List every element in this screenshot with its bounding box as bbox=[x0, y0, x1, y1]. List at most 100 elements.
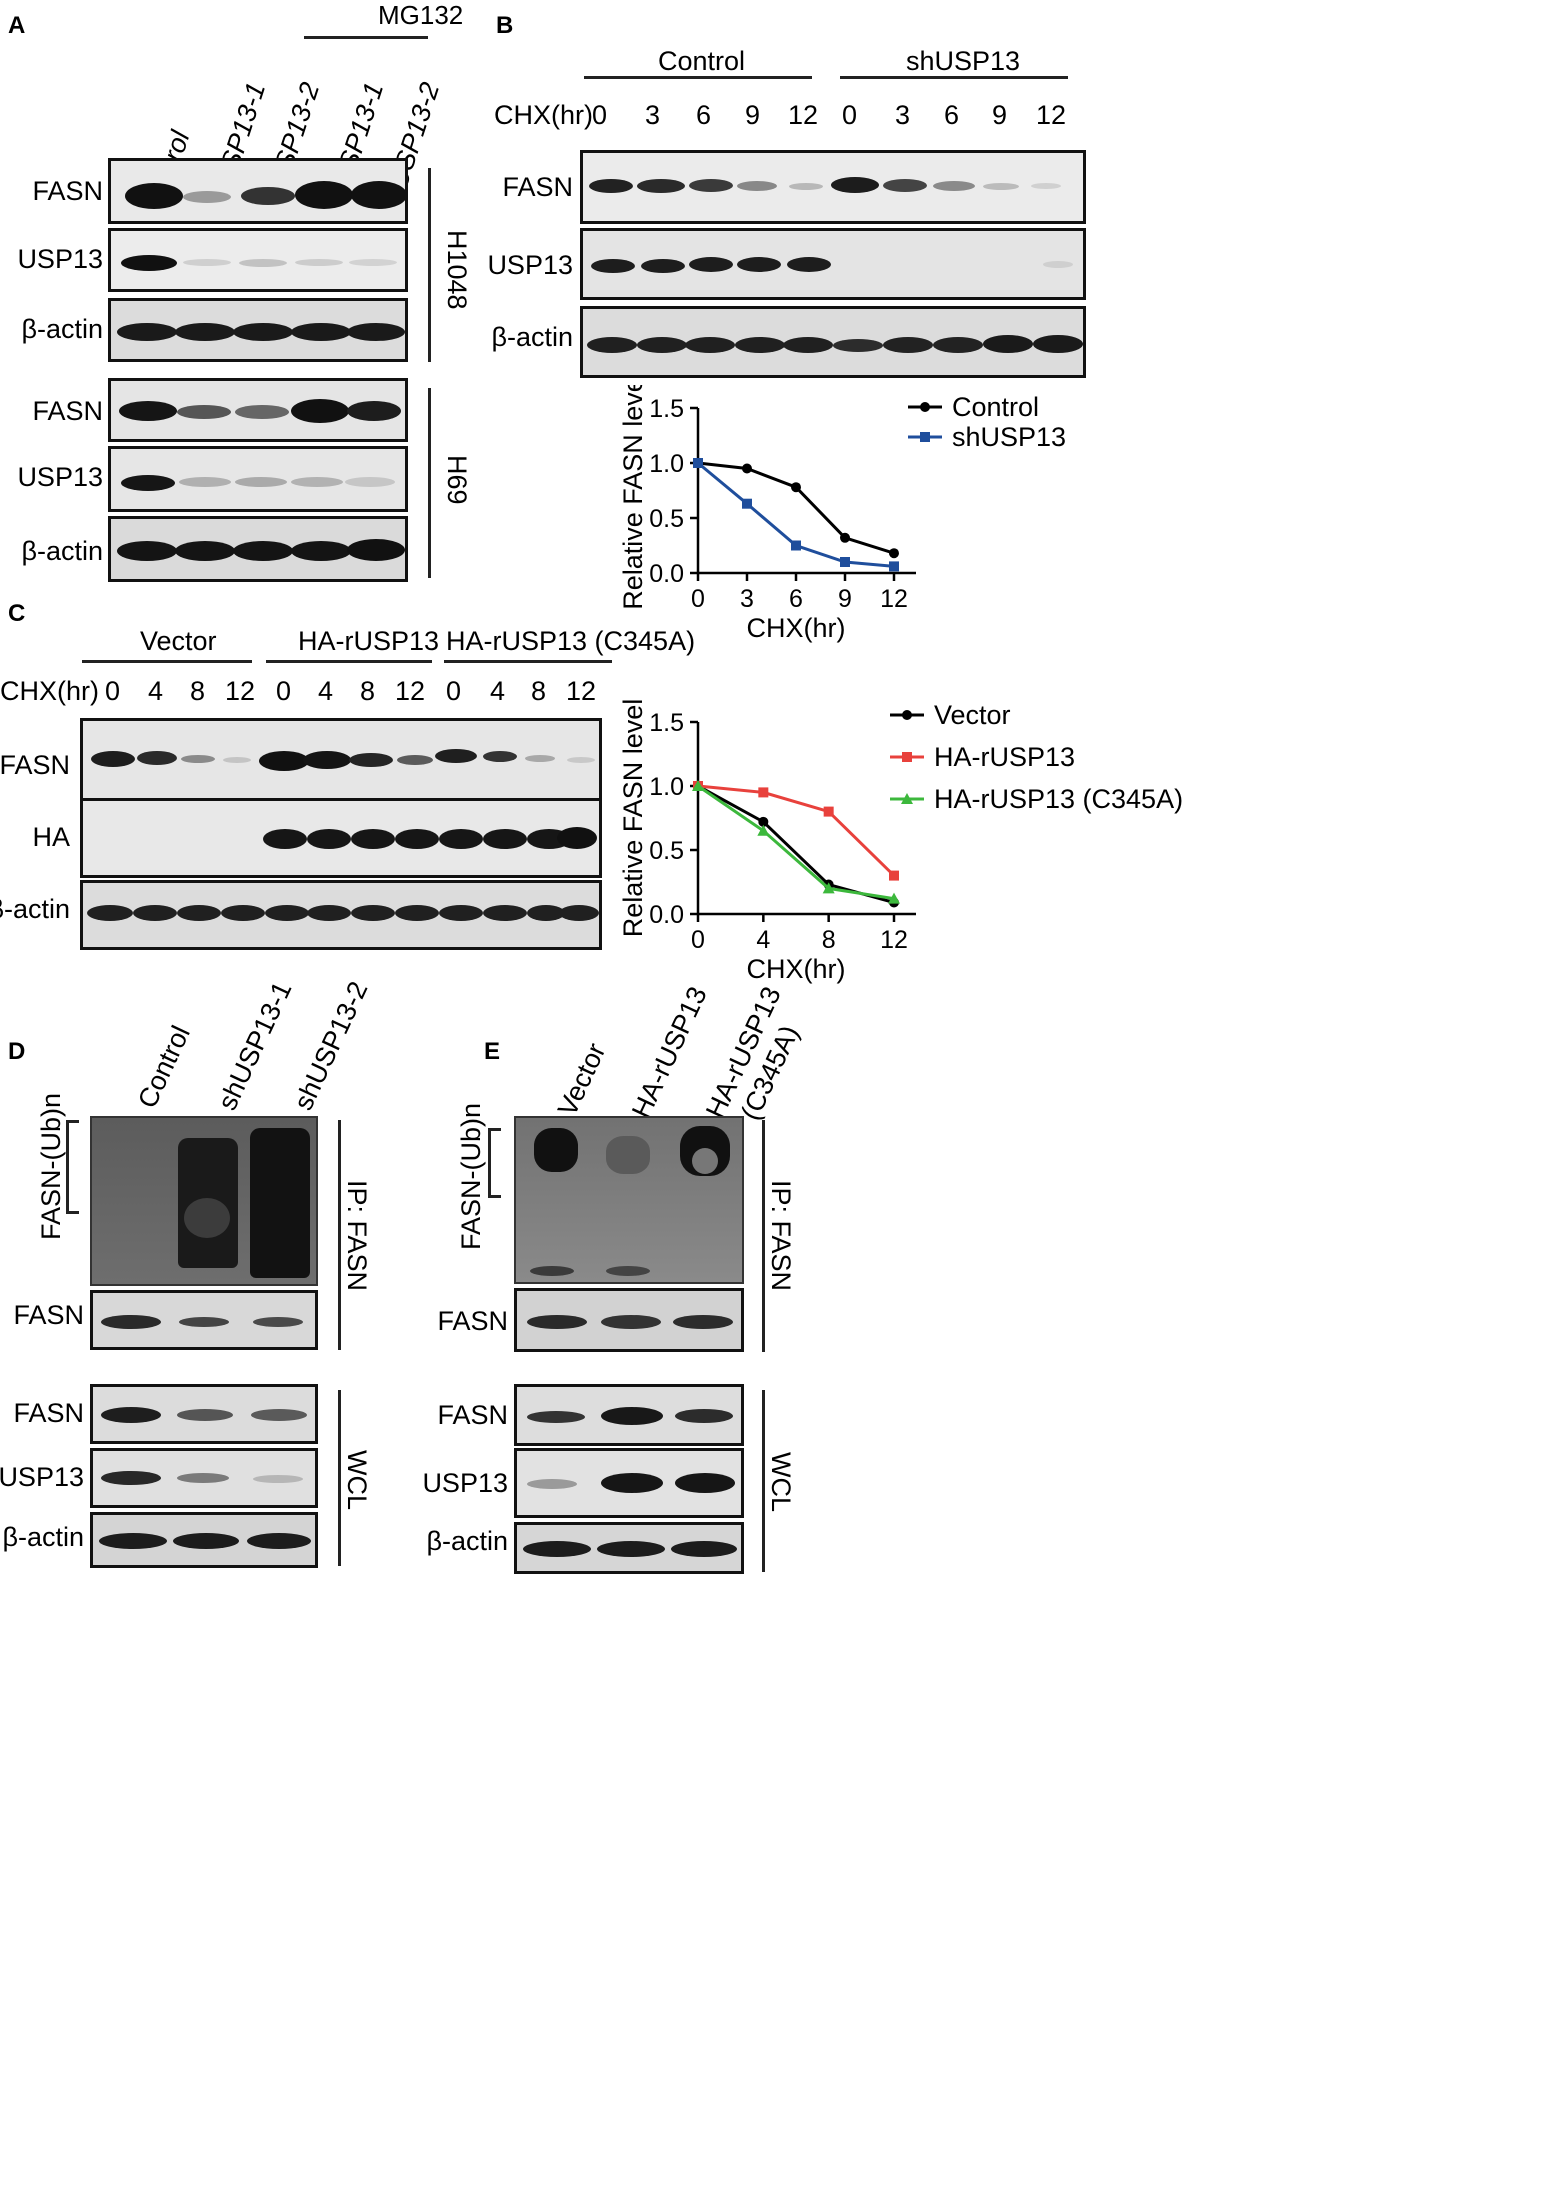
d-wcl-label: WCL bbox=[342, 1450, 372, 1510]
a-blot-usp13-1 bbox=[108, 228, 408, 292]
b-group-shusp13: shUSP13 bbox=[906, 46, 1021, 76]
a-cell-h1048: H1048 bbox=[442, 230, 472, 310]
a-row-fasn-2: FASN bbox=[32, 396, 103, 426]
c-time: 0 bbox=[105, 676, 121, 706]
e-row-actin-wcl: β-actin bbox=[426, 1526, 508, 1556]
c-bracket-vector bbox=[82, 660, 252, 663]
data-point bbox=[889, 870, 899, 881]
b-time: 9 bbox=[745, 100, 761, 130]
b-time: 6 bbox=[696, 100, 712, 130]
d-ip-bracket bbox=[338, 1120, 341, 1350]
legend-label: Vector bbox=[934, 700, 1011, 730]
c-blot-actin bbox=[80, 880, 602, 950]
c-time: 8 bbox=[360, 676, 376, 706]
e-ub-label: FASN-(Ub)n bbox=[456, 1102, 486, 1250]
panel-a-label: A bbox=[8, 12, 26, 39]
b-time: 3 bbox=[645, 100, 661, 130]
d-ub-bracket bbox=[66, 1120, 79, 1214]
panel-e-label: E bbox=[484, 1038, 501, 1065]
b-row-fasn: FASN bbox=[502, 172, 573, 202]
series-line bbox=[697, 784, 896, 877]
legend-marker bbox=[920, 402, 930, 412]
d-ip-label: IP: FASN bbox=[342, 1180, 372, 1292]
y-tick-label: 1.0 bbox=[649, 450, 684, 478]
a-h69-bracket bbox=[428, 388, 431, 578]
c-row-actin: β-actin bbox=[0, 894, 70, 924]
chart-c: 0.0 0.5 1.0 1.5 0 4 8 12 CHX(hr) Relative FASN le… bbox=[620, 700, 1183, 984]
data-point bbox=[840, 557, 850, 567]
x-tick-label: 12 bbox=[880, 585, 908, 613]
a-blot-fasn-2 bbox=[108, 378, 408, 442]
data-point bbox=[889, 561, 899, 572]
y-tick-label: 0.5 bbox=[649, 837, 684, 865]
d-lane-1: Control bbox=[132, 1021, 196, 1113]
d-lane-3: shUSP13-2 bbox=[288, 976, 374, 1115]
e-wcl-label: WCL bbox=[766, 1452, 796, 1512]
a-row-fasn-1: FASN bbox=[32, 176, 103, 206]
c-time: 4 bbox=[148, 676, 164, 706]
series-line bbox=[697, 461, 895, 555]
c-time: 12 bbox=[395, 676, 426, 706]
data-point bbox=[888, 892, 900, 904]
x-tick-label: 3 bbox=[740, 585, 754, 613]
y-tick-label: 1.5 bbox=[649, 709, 684, 737]
c-blot-ha bbox=[80, 798, 602, 878]
legend-marker bbox=[902, 752, 912, 762]
c-row-fasn: FASN bbox=[0, 750, 70, 780]
y-tick-label: 1.0 bbox=[649, 773, 684, 801]
c-group-vector: Vector bbox=[140, 626, 217, 656]
panel-d-label: D bbox=[8, 1038, 26, 1065]
d-row-fasn-ip: FASN bbox=[13, 1300, 84, 1330]
legend-marker bbox=[902, 710, 912, 720]
b-time: 12 bbox=[788, 100, 819, 130]
b-time: 9 bbox=[992, 100, 1008, 130]
d-row-fasn-wcl: FASN bbox=[13, 1398, 84, 1428]
d-lane-2: shUSP13-1 bbox=[212, 976, 298, 1115]
e-row-usp13-wcl: USP13 bbox=[422, 1468, 508, 1498]
b-time: 6 bbox=[944, 100, 960, 130]
series-line bbox=[697, 784, 895, 901]
d-row-actin-wcl: β-actin bbox=[2, 1522, 84, 1552]
y-axis-label: Relative FASN level bbox=[620, 700, 648, 937]
data-point bbox=[758, 787, 769, 798]
c-time: 12 bbox=[566, 676, 597, 706]
c-bracket-c345a bbox=[444, 660, 612, 663]
x-tick-label: 8 bbox=[822, 926, 836, 954]
e-ip-bracket bbox=[762, 1120, 765, 1352]
y-tick-label: 0.0 bbox=[649, 901, 684, 929]
panel-c-label: C bbox=[8, 600, 26, 627]
e-wcl-bracket bbox=[762, 1390, 765, 1572]
b-time: 3 bbox=[895, 100, 911, 130]
a-blot-actin-1 bbox=[108, 298, 408, 362]
c-chx-label: CHX(hr) bbox=[0, 676, 99, 706]
e-ub-bracket bbox=[488, 1128, 501, 1198]
legend-label: HA-rUSP13 bbox=[934, 742, 1075, 772]
a-row-actin-2: β-actin bbox=[21, 536, 103, 566]
data-point bbox=[889, 548, 899, 559]
b-bracket-control bbox=[584, 76, 812, 79]
x-axis-label: CHX(hr) bbox=[747, 954, 846, 984]
x-axis-label: CHX(hr) bbox=[747, 613, 846, 643]
mg132-label: MG132 bbox=[378, 0, 464, 30]
data-point bbox=[791, 540, 801, 551]
legend-label: Control bbox=[952, 392, 1039, 422]
data-point bbox=[757, 824, 770, 836]
d-blot-fasn-ip bbox=[90, 1290, 318, 1350]
b-time: 0 bbox=[592, 100, 608, 130]
b-group-control: Control bbox=[658, 46, 746, 76]
e-row-fasn-wcl: FASN bbox=[437, 1400, 508, 1430]
c-time: 0 bbox=[446, 676, 462, 706]
x-tick-label: 0 bbox=[691, 585, 705, 613]
data-point bbox=[742, 498, 752, 509]
c-time: 0 bbox=[276, 676, 292, 706]
a-blot-fasn-1 bbox=[108, 158, 408, 224]
x-tick-label: 0 bbox=[691, 926, 705, 954]
e-blot-ub bbox=[514, 1116, 744, 1284]
b-row-usp13: USP13 bbox=[487, 250, 573, 280]
d-blot-usp13-wcl bbox=[90, 1448, 318, 1508]
data-point bbox=[742, 463, 752, 474]
e-blot-usp13-wcl bbox=[514, 1448, 744, 1518]
data-point bbox=[758, 816, 769, 827]
b-time: 12 bbox=[1036, 100, 1067, 130]
legend-marker bbox=[920, 432, 930, 442]
